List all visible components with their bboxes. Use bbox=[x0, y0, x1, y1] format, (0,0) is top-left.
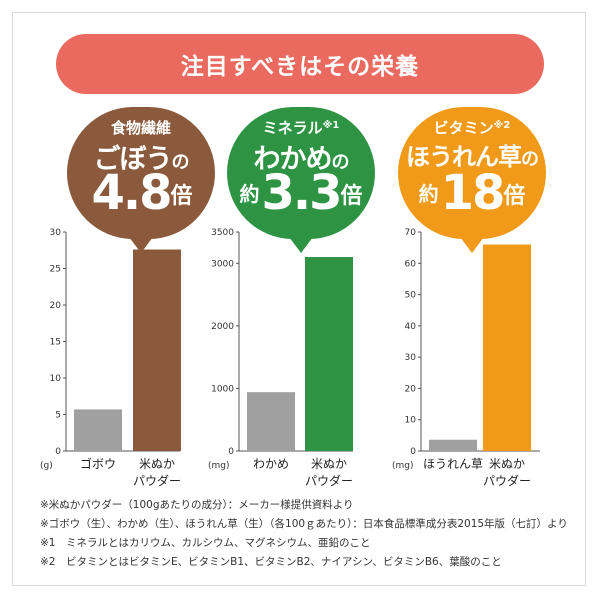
bubble-ratio: 約3.3倍 bbox=[239, 165, 363, 221]
footnote-source-food-table: ※ゴボウ（生）、わかめ（生）、ほうれん草（生）（各100ｇあたり）：日本食品標準… bbox=[40, 518, 568, 530]
callout-bubble-spinach: ビタミン※2 ほうれん草の 約18倍 bbox=[398, 107, 546, 253]
callout-bubble-wakame: ミネラル※1 わかめの 約3.3倍 bbox=[227, 107, 375, 253]
bubble-nutrient-label: 食物繊維 bbox=[110, 119, 171, 137]
callout-bubble-burdock: 食物繊維 ごぼうの 4.8倍 bbox=[67, 107, 215, 253]
bubble-tail bbox=[289, 237, 313, 253]
bubble-ratio: 4.8倍 bbox=[91, 165, 193, 221]
bubble-tail bbox=[129, 237, 153, 253]
bubble-nutrient-label: ミネラル※1 bbox=[262, 119, 340, 137]
bubble-ratio: 約18倍 bbox=[418, 165, 526, 221]
footnote-source-rice-bran: ※米ぬかパウダー（100gあたりの成分）：メーカー様提供資料より bbox=[40, 499, 354, 511]
footnote-vitamins: ※2 ビタミンとはビタミンE、ビタミンB1、ビタミンB2、ナイアシン、ビタミンB… bbox=[40, 556, 502, 568]
bubble-food-label: わかめの bbox=[253, 144, 350, 175]
footnotes: ※米ぬかパウダー（100gあたりの成分）：メーカー様提供資料より ※ゴボウ（生）… bbox=[40, 496, 580, 572]
bubble-tail bbox=[460, 237, 484, 253]
footnote-minerals: ※1 ミネラルとはカリウム、カルシウム、マグネシウム、亜鉛のこと bbox=[40, 537, 371, 549]
bubble-food-label: ほうれん草の bbox=[406, 143, 539, 171]
bubble-nutrient-label: ビタミン※2 bbox=[433, 119, 511, 137]
bubble-food-label: ごぼうの bbox=[93, 144, 190, 175]
title-banner: 注目すべきはその栄養 bbox=[56, 34, 544, 94]
page-title: 注目すべきはその栄養 bbox=[180, 54, 420, 80]
